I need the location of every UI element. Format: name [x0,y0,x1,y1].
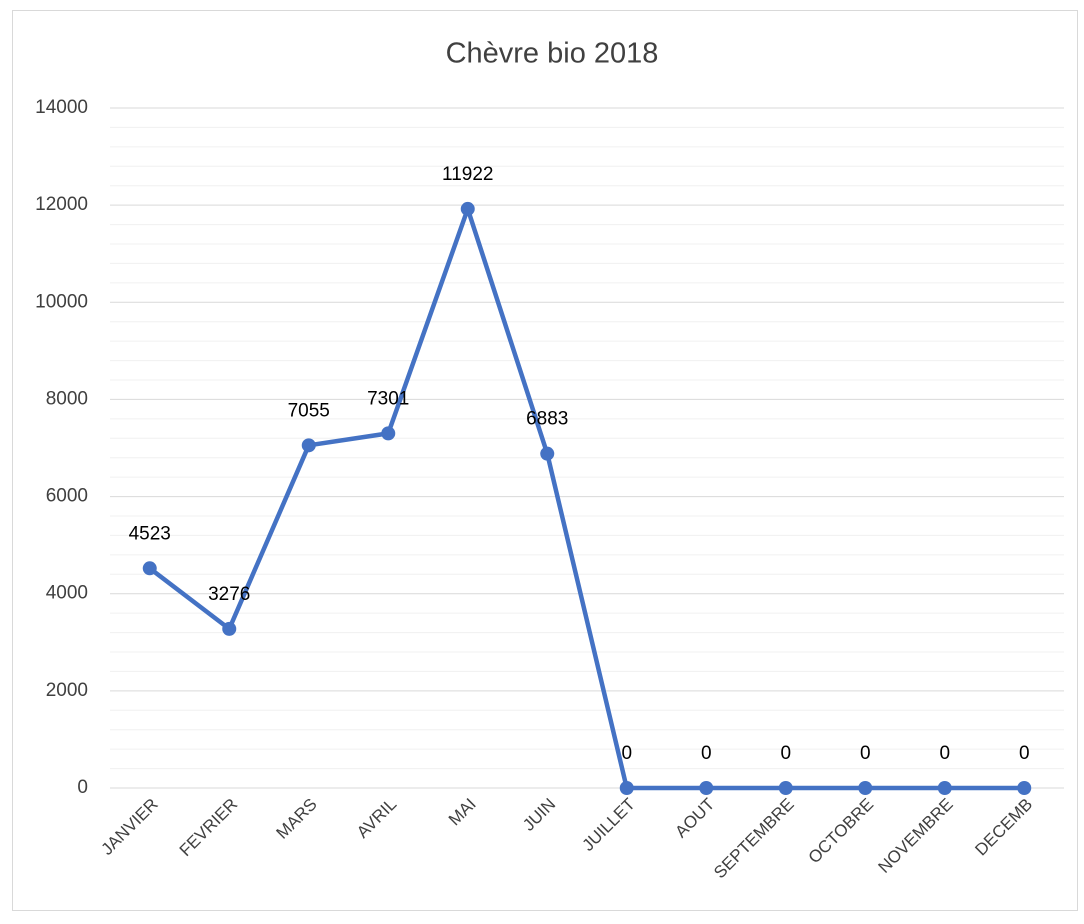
y-tick-label: 0 [77,777,88,798]
data-point [778,781,793,795]
data-point [1017,781,1032,795]
data-label: 4523 [129,523,171,544]
data-label: 0 [621,743,632,764]
data-label: 7055 [288,400,330,421]
data-point [222,621,237,636]
data-point [381,426,396,441]
data-point [619,781,634,795]
chart-title: Chèvre bio 2018 [446,38,659,70]
data-line [148,206,1025,791]
data-label: 0 [939,743,950,764]
y-tick-label: 4000 [46,583,88,604]
y-tick-label: 6000 [46,486,88,507]
data-point [858,781,873,795]
y-tick-label: 8000 [46,388,88,409]
y-tick-label: 2000 [46,680,88,701]
data-point [301,438,316,453]
data-label: 3276 [208,584,250,605]
data-point [540,446,555,461]
chart-border [12,10,1078,911]
data-label: 0 [1019,743,1030,764]
y-tick-label: 10000 [35,291,88,312]
data-label: 0 [780,743,791,764]
data-label: 7301 [367,388,409,409]
data-label: 11922 [442,164,493,185]
data-point [937,781,952,795]
data-label: 6883 [526,409,568,430]
data-point [460,201,475,216]
y-tick-label: 14000 [35,97,88,118]
data-label: 0 [701,743,712,764]
data-point [699,781,714,795]
data-point [142,561,157,576]
y-tick-label: 12000 [35,194,88,215]
data-label: 0 [860,743,871,764]
